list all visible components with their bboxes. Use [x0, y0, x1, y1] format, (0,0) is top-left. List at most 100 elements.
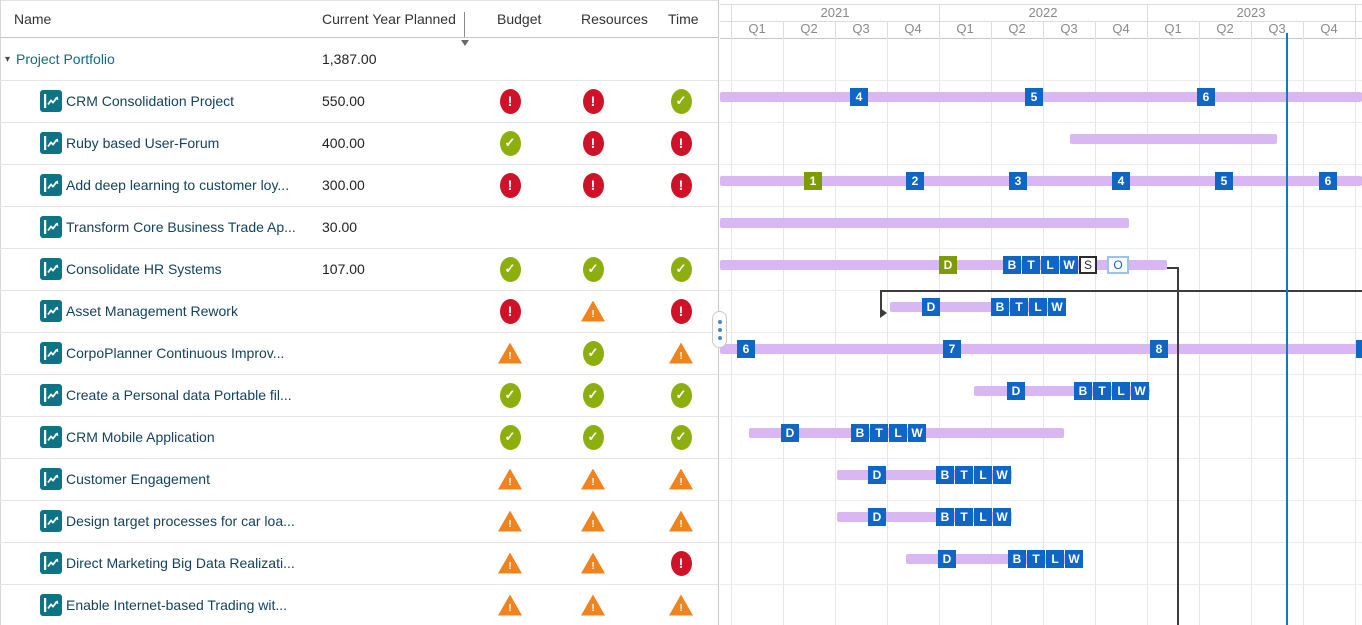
milestone-marker[interactable]: 7 [943, 340, 961, 358]
project-name[interactable]: CorpoPlanner Continuous Improv... [66, 345, 285, 361]
project-icon [40, 174, 62, 196]
milestone-marker[interactable]: O [1107, 256, 1129, 274]
gantt-bar[interactable] [974, 386, 1150, 396]
milestone-marker[interactable]: T [1022, 256, 1040, 274]
column-header-planned[interactable]: Current Year Planned [322, 10, 456, 27]
milestone-marker[interactable]: 1 [804, 172, 822, 190]
panel-splitter[interactable] [712, 311, 727, 348]
milestone-marker[interactable]: L [974, 466, 992, 484]
milestone-marker[interactable]: D [868, 466, 886, 484]
milestone-marker[interactable]: B [1074, 382, 1092, 400]
table-row[interactable]: Create a Personal data Portable fil... ✓ ✓… [0, 374, 718, 416]
project-name[interactable]: CRM Mobile Application [66, 429, 215, 445]
milestone-marker[interactable]: D [868, 508, 886, 526]
project-name[interactable]: Design target processes for car loa... [66, 513, 295, 529]
milestone-marker[interactable]: L [889, 424, 907, 442]
project-name[interactable]: Direct Marketing Big Data Realizati... [66, 555, 295, 571]
milestone-marker[interactable]: W [1065, 550, 1083, 568]
milestone-marker[interactable]: 6 [1319, 172, 1337, 190]
milestone-marker[interactable]: W [1131, 382, 1149, 400]
milestone-marker[interactable]: S [1079, 256, 1097, 274]
table-row[interactable]: Add deep learning to customer loy... 300.… [0, 164, 718, 206]
milestone-marker[interactable]: W [993, 466, 1011, 484]
gantt-bar[interactable] [720, 344, 1362, 354]
table-row[interactable]: CRM Consolidation Project 550.00!! ✓ [0, 80, 718, 122]
table-row[interactable]: CorpoPlanner Continuous Improv...! ✓! [0, 332, 718, 374]
milestone-marker[interactable]: T [870, 424, 888, 442]
table-row[interactable]: Enable Internet-based Trading wit...!!! [0, 584, 718, 625]
table-row[interactable]: Ruby based User-Forum 400.00 ✓!! [0, 122, 718, 164]
project-name[interactable]: Create a Personal data Portable fil... [66, 387, 292, 403]
gantt-bar[interactable] [720, 218, 1129, 228]
milestone-marker[interactable]: T [955, 508, 973, 526]
project-name[interactable]: CRM Consolidation Project [66, 93, 235, 109]
milestone-marker[interactable]: 5 [1215, 172, 1233, 190]
table-row[interactable]: Asset Management Rework!!! [0, 290, 718, 332]
milestone-marker[interactable]: L [1112, 382, 1130, 400]
milestone-marker[interactable]: W [1048, 298, 1066, 316]
milestone-marker[interactable]: B [991, 298, 1009, 316]
milestone-marker[interactable]: 6 [1197, 88, 1215, 106]
table-row[interactable]: Direct Marketing Big Data Realizati...!!… [0, 542, 718, 584]
gantt-bar[interactable] [837, 512, 1012, 522]
status-ok-icon: ✓ [499, 382, 521, 408]
quarter-label: Q3 [1060, 21, 1078, 36]
milestone-marker[interactable]: W [1060, 256, 1078, 274]
column-header-name[interactable]: Name [14, 10, 52, 27]
milestone-marker[interactable]: L [1046, 550, 1064, 568]
project-icon [40, 342, 62, 364]
gantt-bar[interactable] [837, 470, 1012, 480]
milestone-marker[interactable] [1356, 340, 1362, 358]
collapse-caret-icon[interactable]: ▾ [5, 53, 11, 65]
milestone-marker[interactable]: D [939, 256, 957, 274]
project-name[interactable]: Enable Internet-based Trading wit... [66, 597, 288, 613]
milestone-marker[interactable]: 3 [1009, 172, 1027, 190]
milestone-marker[interactable]: B [1008, 550, 1026, 568]
project-name[interactable]: Add deep learning to customer loy... [66, 177, 290, 193]
table-row[interactable]: Design target processes for car loa...!!… [0, 500, 718, 542]
milestone-marker[interactable]: D [938, 550, 956, 568]
table-row[interactable]: Consolidate HR Systems 107.00 ✓ ✓ ✓ [0, 248, 718, 290]
gantt-bar[interactable] [1070, 134, 1277, 144]
table-row[interactable]: Transform Core Business Trade Ap... 30.00 [0, 206, 718, 248]
milestone-marker[interactable]: 6 [737, 340, 755, 358]
milestone-marker[interactable]: 5 [1025, 88, 1043, 106]
milestone-marker[interactable]: 2 [906, 172, 924, 190]
milestone-marker[interactable]: T [1027, 550, 1045, 568]
milestone-marker[interactable]: B [851, 424, 869, 442]
project-name[interactable]: Consolidate HR Systems [66, 261, 222, 277]
milestone-marker[interactable]: L [1029, 298, 1047, 316]
portfolio-name[interactable]: Project Portfolio [16, 51, 115, 67]
project-name[interactable]: Customer Engagement [66, 471, 210, 487]
milestone-marker[interactable]: B [936, 466, 954, 484]
project-name[interactable]: Transform Core Business Trade Ap... [66, 219, 296, 235]
year-separator [939, 4, 940, 21]
column-header-budget[interactable]: Budget [497, 10, 542, 27]
milestone-marker[interactable]: 4 [1112, 172, 1130, 190]
time-status-cell: ! [669, 122, 693, 164]
milestone-marker[interactable]: D [781, 424, 799, 442]
portfolio-row[interactable]: ▾ Project Portfolio 1,387.00 [0, 38, 718, 80]
milestone-marker[interactable]: W [993, 508, 1011, 526]
milestone-marker[interactable]: L [1041, 256, 1059, 274]
project-name[interactable]: Asset Management Rework [66, 303, 238, 319]
milestone-marker[interactable]: B [1003, 256, 1021, 274]
project-name[interactable]: Ruby based User-Forum [66, 135, 220, 151]
milestone-marker[interactable]: T [1093, 382, 1111, 400]
milestone-marker[interactable]: 8 [1150, 340, 1168, 358]
table-row[interactable]: CRM Mobile Application ✓ ✓ ✓ [0, 416, 718, 458]
column-header-resources[interactable]: Resources [581, 10, 648, 27]
milestone-marker[interactable]: W [908, 424, 926, 442]
milestone-marker[interactable]: L [974, 508, 992, 526]
gantt-bar[interactable] [906, 554, 1083, 564]
gantt-bar[interactable] [720, 176, 1362, 186]
milestone-marker[interactable]: T [955, 466, 973, 484]
milestone-marker[interactable]: 4 [850, 88, 868, 106]
milestone-marker[interactable]: D [922, 298, 940, 316]
column-header-time[interactable]: Time [668, 10, 699, 27]
gantt-bar[interactable] [890, 302, 1065, 312]
table-row[interactable]: Customer Engagement!!! [0, 458, 718, 500]
milestone-marker[interactable]: B [936, 508, 954, 526]
milestone-marker[interactable]: T [1010, 298, 1028, 316]
milestone-marker[interactable]: D [1007, 382, 1025, 400]
